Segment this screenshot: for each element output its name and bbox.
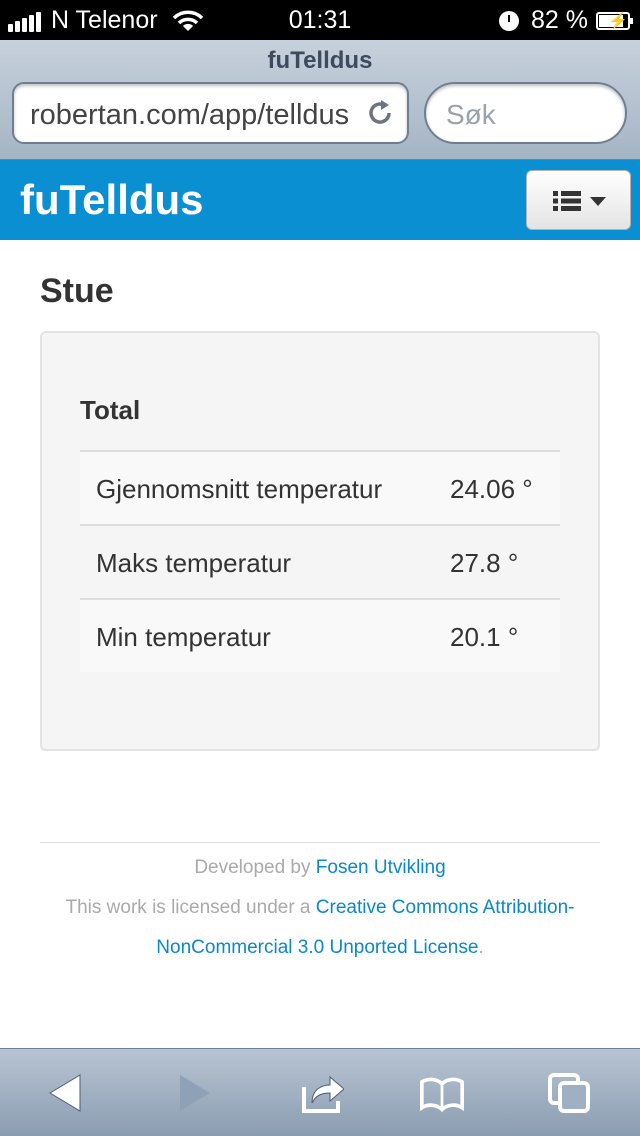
brand-logo-text[interactable]: fuTelldus — [20, 176, 204, 223]
stat-label: Min temperatur — [96, 622, 271, 652]
share-icon[interactable] — [300, 1071, 344, 1115]
url-text[interactable]: robertan.com/app/telldus — [30, 99, 350, 131]
alarm-clock-icon — [499, 10, 520, 31]
signal-icon — [8, 10, 43, 32]
footer: Developed by Fosen Utvikling This work i… — [40, 848, 600, 968]
footer-developed-line: Developed by Fosen Utvikling — [40, 848, 600, 888]
stat-value: 24.06 ° — [450, 474, 533, 504]
table-row: Maks temperatur 27.8 ° — [80, 524, 560, 598]
room-title: Stue — [40, 272, 114, 310]
list-icon — [553, 191, 581, 211]
browser-toolbar — [0, 1048, 640, 1136]
footer-license-suffix: . — [478, 937, 484, 958]
license-link[interactable]: Creative Commons Attribution-NonCommerci… — [156, 897, 575, 958]
address-bar[interactable]: robertan.com/app/telldus — [12, 82, 409, 144]
footer-divider — [40, 842, 600, 843]
status-left: N Telenor — [8, 6, 204, 35]
stat-value: 27.8 ° — [450, 548, 519, 578]
status-right: 82 % ⚡ — [499, 6, 633, 35]
menu-toggle-button[interactable] — [526, 170, 631, 230]
table-row: Gjennomsnitt temperatur 24.06 ° — [80, 450, 560, 524]
wifi-icon — [172, 10, 203, 31]
table-row: Min temperatur 20.1 ° — [80, 598, 560, 672]
bookmarks-icon[interactable] — [420, 1071, 464, 1115]
section-title: Total — [80, 395, 141, 425]
carrier-name: N Telenor — [51, 6, 158, 34]
chevron-down-icon — [590, 197, 606, 206]
search-input[interactable]: Søk — [424, 82, 627, 144]
back-icon[interactable] — [44, 1071, 88, 1115]
stats-table: Gjennomsnitt temperatur 24.06 ° Maks tem… — [80, 450, 560, 672]
footer-license-line: This work is licensed under a Creative C… — [40, 888, 600, 968]
battery-icon: ⚡ — [596, 11, 633, 30]
battery-percent: 82 % — [531, 6, 588, 34]
stat-label: Maks temperatur — [96, 548, 292, 578]
developer-link[interactable]: Fosen Utvikling — [315, 857, 446, 878]
status-time: 01:31 — [288, 6, 352, 34]
stat-value: 20.1 ° — [450, 622, 519, 652]
status-bar: N Telenor 01:31 82 % ⚡ — [0, 0, 640, 40]
reload-icon[interactable] — [365, 98, 395, 128]
browser-chrome: fuTelldus robertan.com/app/telldus Søk — [0, 40, 640, 160]
footer-developed-text: Developed by — [194, 857, 316, 878]
forward-icon[interactable] — [172, 1071, 216, 1115]
search-placeholder: Søk — [446, 99, 496, 130]
browser-page-title: fuTelldus — [267, 47, 373, 74]
stat-label: Gjennomsnitt temperatur — [96, 474, 383, 504]
footer-license-text: This work is licensed under a — [65, 897, 316, 918]
tabs-icon[interactable] — [548, 1071, 592, 1115]
